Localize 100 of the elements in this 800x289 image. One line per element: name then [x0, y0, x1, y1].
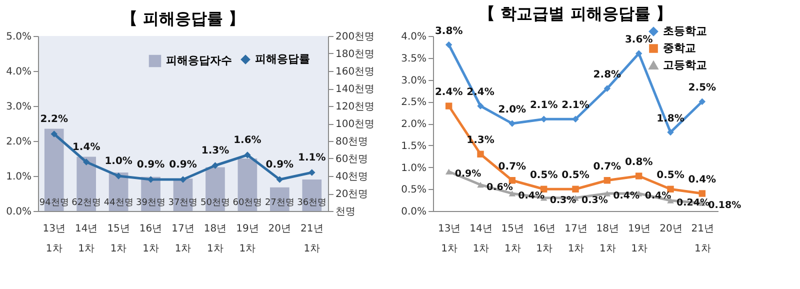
point — [180, 176, 186, 183]
point — [572, 186, 579, 192]
point — [540, 116, 548, 122]
x-tick-label: 19년 1차 — [236, 224, 259, 254]
point — [276, 176, 284, 183]
y-tick-label: 4.0% — [401, 32, 426, 42]
data-label: 0.3% — [582, 194, 608, 206]
y2-tick-label: 140천명 — [336, 84, 375, 95]
data-label: 0.4% — [644, 190, 672, 202]
y2-tick-label: 80천명 — [336, 136, 368, 148]
y-tick-label: 0.0% — [6, 206, 32, 218]
point — [540, 186, 548, 192]
point — [635, 50, 642, 57]
point — [308, 169, 316, 176]
y-tick-label: 5.0% — [6, 32, 32, 42]
x-tick-label: 14년 1차 — [470, 224, 492, 254]
point — [604, 85, 611, 92]
y-tick-label: 0.0% — [401, 206, 426, 218]
point — [508, 120, 516, 127]
point — [477, 102, 484, 110]
y2-tick-label: 천명 — [336, 206, 356, 218]
data-label: 0.3% — [550, 194, 577, 206]
legend-label: 초등학교 — [663, 24, 707, 38]
data-label: 0.5% — [530, 170, 558, 182]
point — [604, 177, 611, 184]
data-label: 2.2% — [40, 114, 68, 125]
x-tick-label: 20년 — [268, 224, 292, 234]
chart-title: 【 학교급별 피해응답률 】 — [479, 4, 672, 23]
y-tick-label: 1.5% — [401, 140, 426, 152]
data-label: 0.4% — [688, 174, 716, 186]
data-label: 2.5% — [688, 82, 716, 94]
data-label: 2.1% — [530, 100, 558, 112]
x-tick-label: 16년 1차 — [139, 224, 162, 254]
data-label: 1.6% — [234, 135, 262, 146]
x-tick-label: 18년 1차 — [204, 224, 227, 254]
y2-tick-label: 60천명 — [336, 154, 368, 165]
point — [82, 158, 90, 166]
x-tick-label: 17년 1차 — [564, 224, 588, 254]
data-label: 50천명 — [200, 198, 230, 208]
data-label: 1.0% — [104, 156, 132, 167]
data-label: 27천명 — [264, 198, 294, 208]
y2-tick-label: 180천명 — [336, 49, 375, 60]
point — [635, 172, 642, 180]
data-label: 0.4% — [518, 190, 545, 202]
data-label: 1.4% — [72, 142, 100, 153]
y2-tick-label: 20천명 — [336, 189, 368, 200]
x-tick-label: 15년 1차 — [501, 224, 524, 254]
data-label: 1.1% — [298, 152, 326, 164]
point — [477, 182, 484, 188]
y2-tick-label: 200천명 — [336, 32, 375, 42]
data-label: 0.4% — [613, 190, 640, 202]
y-tick-label: 1.0% — [401, 162, 426, 174]
point — [477, 150, 484, 158]
data-label: 0.8% — [624, 157, 653, 168]
point — [50, 130, 58, 138]
y2-tick-label: 40천명 — [336, 172, 368, 182]
data-label: 36천명 — [297, 198, 327, 208]
data-label: 39천명 — [136, 198, 166, 208]
x-tick-label: 21년 1차 — [300, 224, 324, 254]
y-tick-label: 2.0% — [401, 119, 426, 130]
data-label: 0.9% — [454, 168, 482, 180]
data-label: 62천명 — [72, 198, 102, 208]
point — [115, 172, 122, 180]
data-label: 44천명 — [104, 198, 134, 208]
data-label: 3.8% — [434, 26, 463, 37]
data-label: 2.4% — [434, 87, 463, 98]
data-label: 2.1% — [562, 100, 590, 112]
data-label: 0.9% — [136, 160, 165, 170]
point — [508, 190, 516, 196]
x-tick-label: 14년 1차 — [74, 224, 98, 254]
point — [212, 162, 219, 169]
x-tick-label: 18년 1차 — [596, 224, 620, 254]
y2-tick-label: 100천명 — [336, 119, 375, 130]
point — [698, 190, 706, 197]
data-label: 0.18% — [708, 200, 742, 212]
point — [244, 152, 251, 158]
point — [445, 168, 452, 175]
x-tick-label: 17년 1차 — [172, 224, 194, 254]
data-label: 0.9% — [266, 160, 294, 170]
y-tick-label: 0.5% — [401, 184, 426, 196]
point — [667, 186, 674, 192]
y-tick-label: 3.5% — [401, 53, 426, 64]
y-tick-label: 4.0% — [6, 66, 32, 78]
data-label: 2.0% — [498, 104, 526, 116]
x-tick-label: 15년 1차 — [107, 224, 130, 254]
data-label: 0.9% — [169, 160, 197, 170]
data-label: 60천명 — [232, 198, 262, 208]
point — [604, 190, 611, 196]
y2-tick-label: 160천명 — [336, 66, 375, 78]
data-label: 0.24% — [676, 198, 710, 208]
x-tick-label: 21년 1차 — [691, 224, 714, 254]
y-tick-label: 3.0% — [6, 102, 32, 112]
point — [445, 41, 452, 48]
x-tick-label: 16년 1차 — [532, 224, 556, 254]
data-label: 3.6% — [624, 34, 653, 46]
data-label: 0.7% — [498, 161, 526, 172]
point — [572, 116, 579, 122]
x-tick-label: 19년 1차 — [628, 224, 651, 254]
y2-tick-label: 120천명 — [336, 102, 375, 112]
data-label: 94천명 — [39, 198, 69, 208]
